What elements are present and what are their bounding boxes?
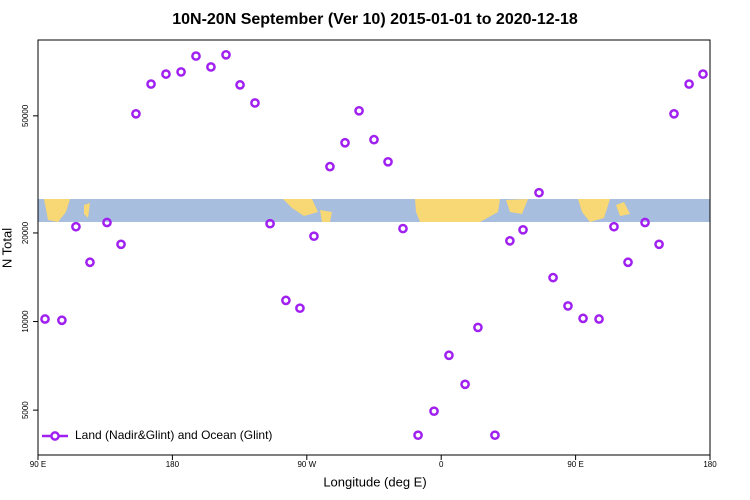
scatter-point: [295, 303, 305, 314]
scatter-point: [594, 314, 604, 324]
scatter-point: [71, 221, 81, 232]
scatter-point: [669, 108, 679, 119]
scatter-point: [206, 62, 216, 72]
x-tick-label: 180: [166, 460, 180, 469]
scatter-point: [325, 161, 335, 172]
scatter-point: [250, 98, 260, 108]
scatter-point: [265, 218, 275, 229]
scatter-point: [684, 79, 694, 89]
x-tick-label: 180: [703, 460, 717, 469]
scatter-point: [623, 257, 633, 268]
plot-frame: [37, 39, 711, 456]
scatter-point: [131, 108, 141, 119]
scatter-point: [548, 272, 558, 283]
y-tick-label: 20000: [21, 221, 30, 244]
scatter-point: [698, 69, 708, 79]
scatter-point: [57, 315, 67, 326]
scatter-point: [146, 79, 156, 89]
scatter-point: [534, 187, 544, 198]
scatter-point: [354, 105, 364, 116]
scatter-point: [460, 379, 470, 390]
scatter-point: [398, 223, 408, 234]
y-axis-label: N Total: [0, 228, 14, 268]
scatter-point: [235, 80, 245, 90]
scatter-point: [40, 314, 50, 324]
scatter-point: [340, 137, 350, 148]
y-tick-label: 10000: [21, 310, 30, 333]
legend-marker: [50, 431, 60, 441]
chart-title: 10N-20N September (Ver 10) 2015-01-01 to…: [172, 11, 578, 28]
legend-label: Land (Nadir&Glint) and Ocean (Glint): [75, 428, 272, 442]
scatter-point: [102, 217, 112, 228]
x-tick-label: 0: [439, 460, 444, 469]
scatter-point: [383, 156, 393, 167]
scatter-point: [654, 239, 664, 250]
x-tick-label: 90 E: [30, 460, 46, 469]
scatter-point: [309, 231, 319, 242]
scatter-point: [221, 49, 231, 60]
scatter-point: [369, 134, 379, 145]
scatter-point: [176, 67, 186, 77]
scatter-point: [609, 221, 619, 232]
scatter-point: [444, 350, 454, 361]
x-tick-label: 90 E: [567, 460, 583, 469]
y-tick-label: 5000: [21, 401, 30, 419]
scatter-point: [85, 257, 95, 268]
scatter-point: [518, 224, 528, 235]
scatter-point: [640, 217, 650, 228]
x-tick-label: 90 W: [297, 460, 316, 469]
scatter-point: [161, 69, 171, 79]
scatter-point: [413, 430, 423, 441]
scatter-point: [563, 301, 573, 311]
x-axis-label: Longitude (deg E): [323, 474, 426, 489]
y-tick-label: 50000: [21, 104, 30, 127]
scatter-point: [281, 295, 291, 306]
scatter-point: [490, 430, 500, 441]
scatter-point: [505, 236, 515, 246]
scatter-point: [116, 239, 126, 250]
scatter-point: [578, 313, 588, 324]
scatter-point: [473, 322, 483, 333]
map-strip: [38, 199, 710, 222]
scatter-point: [191, 51, 201, 61]
scatter-point: [429, 406, 439, 417]
